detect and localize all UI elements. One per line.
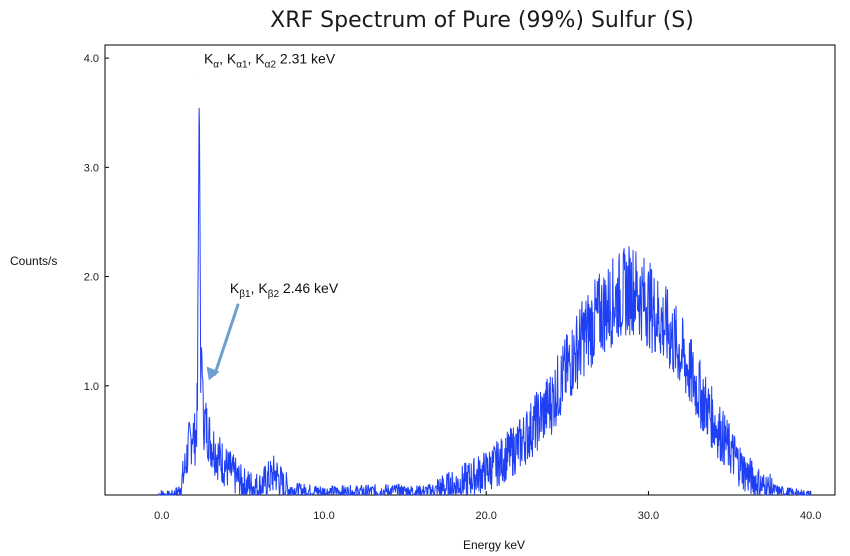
y-tick-label: 3.0 [84,162,99,174]
y-tick-label: 2.0 [84,272,99,284]
chart-title: XRF Spectrum of Pure (99%) Sulfur (S) [270,8,694,33]
x-tick-label: 30.0 [638,510,659,522]
annotation-arrow [213,303,240,376]
peak-annotation: Kβ1, Kβ2 2.46 keV [230,280,339,300]
annotation-subscript: α [213,60,219,71]
peak-annotation: Kα, Kα1, Kα2 2.31 keV [204,51,336,71]
spectrum-line [158,107,812,496]
x-tick-label: 40.0 [800,510,821,522]
y-tick-label: 4.0 [84,53,99,65]
annotation-letter: K [227,51,237,67]
x-tick-label: 10.0 [313,510,334,522]
annotation-subscript: α2 [265,60,277,71]
x-axis-label: Energy keV [463,538,525,552]
annotation-letter: K [204,51,214,67]
annotation-letter: K [230,280,240,296]
annotation-layer: Kα, Kα1, Kα2 2.31 keV Kβ1, Kβ2 2.46 keV [204,51,339,381]
x-tick-label: 0.0 [154,510,169,522]
annotation-letter: K [255,51,265,67]
annotation-subscript: β1 [239,289,251,300]
annotation-subscript: β2 [268,289,280,300]
annotation-subscript: α1 [236,60,248,71]
y-axis-label: Counts/s [10,254,57,268]
y-tick-label: 1.0 [84,381,99,393]
plot-frame [104,44,836,496]
annotation-arrowhead [206,366,220,381]
x-tick-label: 20.0 [476,510,497,522]
annotation-letter: K [258,280,268,296]
annotation-value: 2.31 keV [280,51,336,67]
series-layer [158,77,812,496]
annotation-value: 2.46 keV [283,280,339,296]
